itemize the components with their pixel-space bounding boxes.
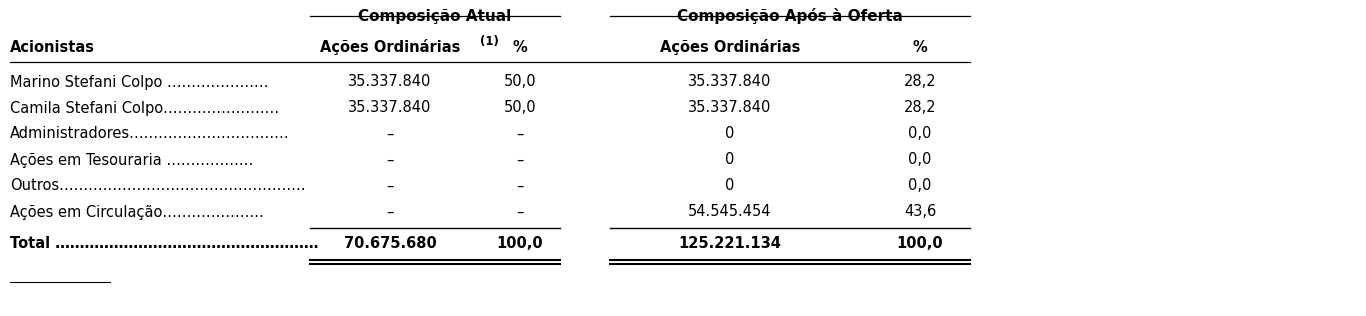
Text: –: – xyxy=(387,204,393,220)
Text: –: – xyxy=(387,179,393,193)
Text: –: – xyxy=(516,126,523,142)
Text: %: % xyxy=(512,40,527,54)
Text: 28,2: 28,2 xyxy=(904,100,936,116)
Text: 35.337.840: 35.337.840 xyxy=(348,75,432,89)
Text: Ações Ordinárias: Ações Ordinárias xyxy=(660,39,800,55)
Text: –: – xyxy=(387,126,393,142)
Text: Composição Atual: Composição Atual xyxy=(358,9,512,23)
Text: –: – xyxy=(516,179,523,193)
Text: 100,0: 100,0 xyxy=(896,236,944,251)
Text: Administradores……………………………: Administradores…………………………… xyxy=(10,126,290,142)
Text: %: % xyxy=(912,40,928,54)
Text: 100,0: 100,0 xyxy=(497,236,544,251)
Text: 0: 0 xyxy=(725,126,735,142)
Text: 0: 0 xyxy=(725,153,735,167)
Text: 125.221.134: 125.221.134 xyxy=(679,236,781,251)
Text: Acionistas: Acionistas xyxy=(10,40,96,54)
Text: 0,0: 0,0 xyxy=(908,179,932,193)
Text: 0,0: 0,0 xyxy=(908,153,932,167)
Text: Camila Stefani Colpo……………………: Camila Stefani Colpo…………………… xyxy=(10,100,279,116)
Text: 50,0: 50,0 xyxy=(504,75,537,89)
Text: 0,0: 0,0 xyxy=(908,126,932,142)
Text: 54.545.454: 54.545.454 xyxy=(688,204,772,220)
Text: (1): (1) xyxy=(479,34,499,47)
Text: –: – xyxy=(387,153,393,167)
Text: Total ………………………………………………: Total ……………………………………………… xyxy=(10,236,318,251)
Text: Outros……………………………………………: Outros…………………………………………… xyxy=(10,179,306,193)
Text: 43,6: 43,6 xyxy=(904,204,936,220)
Text: –: – xyxy=(516,204,523,220)
Text: –: – xyxy=(516,153,523,167)
Text: 35.337.840: 35.337.840 xyxy=(348,100,432,116)
Text: 50,0: 50,0 xyxy=(504,100,537,116)
Text: Ações Ordinárias: Ações Ordinárias xyxy=(320,39,460,55)
Text: 35.337.840: 35.337.840 xyxy=(688,100,772,116)
Text: 70.675.680: 70.675.680 xyxy=(344,236,436,251)
Text: Marino Stefani Colpo …………………: Marino Stefani Colpo ………………… xyxy=(10,75,269,89)
Text: 35.337.840: 35.337.840 xyxy=(688,75,772,89)
Text: 0: 0 xyxy=(725,179,735,193)
Text: Composição Após à Oferta: Composição Após à Oferta xyxy=(678,8,903,24)
Text: Ações em Circulação…………………: Ações em Circulação………………… xyxy=(10,204,264,220)
Text: 28,2: 28,2 xyxy=(904,75,936,89)
Text: Ações em Tesouraria ………………: Ações em Tesouraria ……………… xyxy=(10,153,253,167)
